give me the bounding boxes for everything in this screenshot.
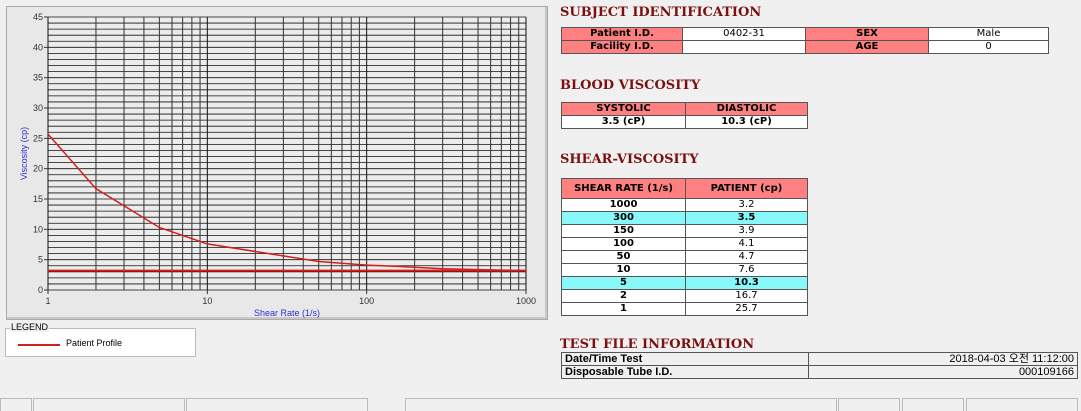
shear-row: 1 25.7 [561, 302, 808, 316]
sex-value: Male [928, 27, 1049, 41]
shear-table: SHEAR RATE (1/s) PATIENT (cp) 1000 3.2 300 3… [561, 178, 808, 316]
y-tick-label: 10 [33, 224, 43, 234]
blood-table: SYSTOLIC DIASTOLIC 3.5 (cP) 10.3 (cP) [561, 102, 808, 129]
diastolic-value: 10.3 (cP) [685, 115, 808, 129]
shear-rate-cell: 100 [561, 237, 686, 251]
y-tick-label: 40 [33, 42, 43, 52]
tube-value: 000109166 [808, 365, 1078, 379]
status-pane [838, 398, 900, 411]
shear-row: 150 3.9 [561, 224, 808, 238]
patient-id-value: 0402-31 [682, 27, 806, 41]
tube-label: Disposable Tube I.D. [561, 365, 809, 379]
shear-row: 2 16.7 [561, 289, 808, 303]
data-point [365, 264, 368, 266]
patient-header: PATIENT (cp) [685, 178, 808, 199]
date-label: Date/Time Test [561, 352, 809, 366]
y-axis-label: Viscosity (cp) [19, 127, 29, 180]
status-pane [902, 398, 964, 411]
x-tick-label: 1000 [516, 296, 536, 306]
data-point [441, 267, 444, 270]
patient-cell: 3.2 [685, 198, 808, 212]
data-point [47, 133, 49, 135]
shear-rate-header: SHEAR RATE (1/s) [561, 178, 686, 199]
legend-title: LEGEND [10, 322, 50, 332]
shear-row: 300 3.5 [561, 211, 808, 225]
facility-id-label: Facility I.D. [561, 40, 683, 54]
plot-area [48, 17, 526, 290]
patient-id-label: Patient I.D. [561, 27, 683, 41]
shear-rate-cell: 10 [561, 263, 686, 277]
shear-rate-cell: 1000 [561, 198, 686, 212]
chart-panel: 0 5 10 15 20 25 30 35 40 45 1 10 100 1000 Shear Rate (… [6, 6, 548, 320]
shear-rate-cell: 2 [561, 289, 686, 303]
y-tick-label: 15 [33, 194, 43, 204]
data-point [525, 269, 527, 272]
blood-title: BLOOD VISCOSITY [560, 78, 701, 93]
status-pane [0, 398, 32, 411]
diastolic-label: DIASTOLIC [685, 102, 808, 116]
status-pane [405, 398, 837, 411]
shear-rate-cell: 300 [561, 211, 686, 225]
systolic-value: 3.5 (cP) [561, 115, 686, 129]
data-point [158, 226, 161, 229]
shear-row: 100 4.1 [561, 237, 808, 251]
data-point [317, 260, 320, 263]
systolic-label: SYSTOLIC [561, 102, 686, 116]
age-value: 0 [928, 40, 1049, 54]
y-tick-label: 5 [38, 255, 43, 265]
legend-line-swatch [18, 344, 60, 346]
y-tick-label: 45 [33, 12, 43, 22]
patient-cell: 4.7 [685, 250, 808, 264]
patient-cell: 16.7 [685, 289, 808, 303]
patient-cell: 3.9 [685, 224, 808, 238]
x-tick-label: 100 [359, 296, 374, 306]
shear-rate-cell: 150 [561, 224, 686, 238]
shear-row: 50 4.7 [561, 250, 808, 264]
y-tick-label: 25 [33, 133, 43, 143]
patient-cell: 4.1 [685, 237, 808, 251]
age-label: AGE [805, 40, 929, 54]
legend-entry: Patient Profile [66, 338, 123, 348]
shear-row: 5 10.3 [561, 276, 808, 290]
data-point [393, 265, 396, 268]
x-tick-label: 1 [45, 296, 50, 306]
status-pane [33, 398, 185, 411]
testfile-table: Date/Time Test 2018-04-03 오전 11:12:00 Dis… [561, 352, 1078, 379]
shear-row: 1000 3.2 [561, 198, 808, 212]
y-tick-label: 35 [33, 73, 43, 83]
status-bar [0, 398, 1081, 411]
shear-rate-cell: 5 [561, 276, 686, 290]
y-tick-label: 30 [33, 103, 43, 113]
testfile-title: TEST FILE INFORMATION [560, 337, 755, 352]
shear-rate-cell: 1 [561, 302, 686, 316]
legend: LEGEND Patient Profile [5, 322, 196, 357]
subject-table: Patient I.D. 0402-31 SEX Male Facility I.D.… [561, 27, 1049, 54]
shear-title: SHEAR-VISCOSITY [560, 152, 699, 167]
viscosity-chart: 0 5 10 15 20 25 30 35 40 45 1 10 100 1000 Shear Rate (… [19, 12, 536, 318]
x-tick-label: 10 [202, 296, 212, 306]
patient-cell: 10.3 [685, 276, 808, 290]
y-tick-label: 0 [38, 285, 43, 295]
shear-rate-cell: 50 [561, 250, 686, 264]
status-pane [186, 398, 368, 411]
patient-cell: 25.7 [685, 302, 808, 316]
x-axis-label: Shear Rate (1/s) [254, 308, 320, 318]
facility-id-value [682, 40, 806, 54]
patient-cell: 7.6 [685, 263, 808, 277]
data-point [206, 243, 209, 245]
data-point [95, 187, 97, 190]
subject-title: SUBJECT IDENTIFICATION [560, 5, 762, 20]
status-pane [966, 398, 1078, 411]
date-value: 2018-04-03 오전 11:12:00 [808, 352, 1078, 366]
shear-row: 10 7.6 [561, 263, 808, 277]
y-tick-label: 20 [33, 164, 43, 174]
patient-cell: 3.5 [685, 211, 808, 225]
sex-label: SEX [805, 27, 929, 41]
